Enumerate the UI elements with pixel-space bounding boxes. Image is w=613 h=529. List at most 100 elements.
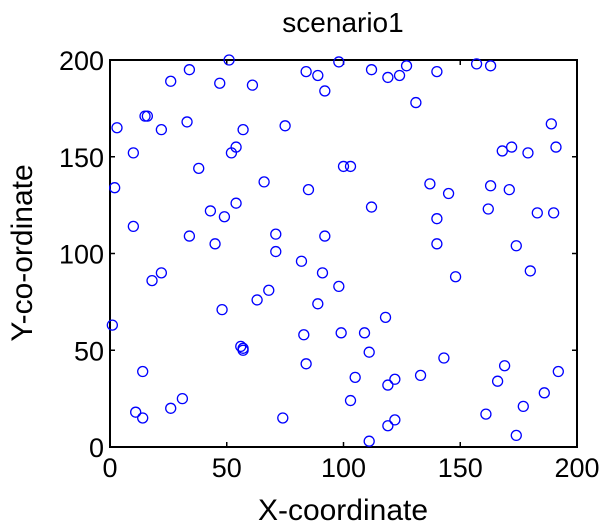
data-point xyxy=(130,406,142,418)
data-point xyxy=(510,240,522,252)
data-point xyxy=(312,69,324,82)
data-point xyxy=(165,402,177,414)
data-point xyxy=(258,176,270,188)
axis-tick-labels: 0 50 100 150 200 0 50 100 150 200 xyxy=(59,46,600,483)
data-point xyxy=(393,69,406,82)
data-point xyxy=(209,238,221,250)
data-point xyxy=(449,271,462,283)
data-point xyxy=(358,327,371,339)
y-tick-label: 0 xyxy=(89,433,104,463)
data-point xyxy=(550,141,562,153)
data-point xyxy=(522,147,534,159)
data-point xyxy=(300,65,312,78)
data-point xyxy=(484,60,497,72)
data-point xyxy=(193,162,205,175)
data-point xyxy=(505,141,518,153)
data-point xyxy=(109,182,121,194)
data-point xyxy=(498,360,511,372)
data-point xyxy=(270,245,282,258)
y-tick-label: 50 xyxy=(74,336,104,366)
data-point xyxy=(363,346,375,358)
data-point xyxy=(484,180,497,192)
data-point xyxy=(382,379,394,391)
data-point xyxy=(531,207,543,219)
data-point xyxy=(379,311,392,324)
data-point xyxy=(491,375,504,387)
data-point xyxy=(496,145,508,157)
data-point xyxy=(277,412,289,424)
data-point xyxy=(524,265,536,277)
data-point xyxy=(414,369,427,382)
data-point xyxy=(146,274,158,287)
data-point xyxy=(300,358,312,370)
data-point xyxy=(230,141,242,153)
data-point xyxy=(270,228,282,240)
data-point xyxy=(337,160,350,173)
data-point xyxy=(333,56,345,68)
data-point xyxy=(545,118,557,130)
data-point xyxy=(251,294,263,306)
data-point xyxy=(363,435,375,447)
data-point xyxy=(214,77,226,89)
data-point xyxy=(431,238,443,250)
data-point xyxy=(237,344,249,356)
data-point xyxy=(218,211,231,223)
data-point xyxy=(204,205,217,217)
x-tick-label: 100 xyxy=(321,453,366,483)
data-point xyxy=(335,327,347,339)
data-point xyxy=(181,116,193,128)
data-point xyxy=(141,110,154,122)
data-point xyxy=(510,429,522,442)
x-tick-label: 0 xyxy=(102,453,117,483)
data-point xyxy=(246,79,259,91)
data-point xyxy=(312,298,324,310)
data-point xyxy=(165,75,177,87)
data-point xyxy=(279,120,291,132)
data-point xyxy=(316,267,329,279)
plot-area xyxy=(109,59,578,448)
data-point xyxy=(365,64,378,76)
data-point xyxy=(263,284,275,296)
data-point xyxy=(431,213,443,225)
data-point xyxy=(424,178,436,190)
data-point xyxy=(183,64,196,76)
data-point xyxy=(552,365,564,378)
data-point xyxy=(137,365,149,378)
data-point xyxy=(431,65,443,78)
x-axis-label: X-coordinate xyxy=(258,494,428,527)
data-point xyxy=(183,230,196,242)
data-point xyxy=(442,187,455,200)
data-point xyxy=(106,319,118,331)
data-point xyxy=(349,371,361,383)
data-point xyxy=(295,255,308,267)
data-point xyxy=(470,58,483,70)
data-point xyxy=(127,220,140,233)
data-point xyxy=(538,387,550,399)
data-point xyxy=(176,392,189,405)
y-axis-label: Y-co-ordinate xyxy=(6,164,39,341)
data-point xyxy=(137,412,149,424)
data-point xyxy=(503,183,515,196)
x-tick-label: 200 xyxy=(554,453,599,483)
data-point xyxy=(111,122,123,134)
data-point xyxy=(438,352,450,364)
y-tick-label: 200 xyxy=(59,46,104,76)
data-point xyxy=(389,414,401,426)
data-point xyxy=(319,85,331,97)
data-point xyxy=(302,183,315,196)
data-point xyxy=(382,71,394,84)
data-point xyxy=(333,280,345,293)
data-point xyxy=(223,54,235,66)
data-point xyxy=(127,147,140,159)
chart-title: scenario1 xyxy=(282,7,403,38)
data-point xyxy=(365,201,378,213)
data-point xyxy=(237,124,249,136)
data-point xyxy=(319,230,331,242)
x-tick-label: 50 xyxy=(212,453,242,483)
data-point xyxy=(480,408,492,420)
data-point xyxy=(517,400,529,413)
data-point xyxy=(344,160,357,173)
data-point xyxy=(155,124,168,136)
data-point xyxy=(548,207,560,219)
